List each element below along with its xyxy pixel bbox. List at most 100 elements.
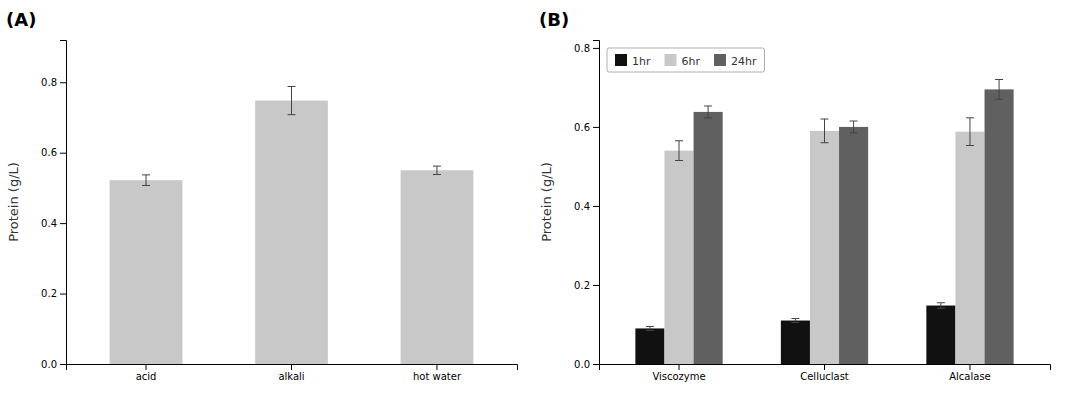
error-bar	[142, 175, 150, 186]
axis-line	[60, 41, 67, 365]
tick-label: 0.4	[574, 201, 590, 212]
tick: alkali	[278, 364, 304, 382]
tick: acid	[136, 364, 157, 382]
figure: 0.0 0.2 0.4 0.6 0.8 acid alkali hot water Protei…	[0, 0, 1066, 396]
tick: 0.0	[41, 359, 66, 370]
tick-mark	[146, 364, 147, 370]
tick-label: hot water	[413, 371, 462, 382]
tick-mark	[593, 285, 599, 286]
y-axis: 0.0 0.2 0.4 0.6 0.8	[574, 41, 599, 370]
tick-mark	[60, 294, 66, 295]
legend-swatch	[665, 54, 677, 66]
error-bar	[821, 119, 829, 143]
bar	[985, 89, 1014, 364]
tick: Alcalase	[949, 364, 991, 382]
tick-label: Viscozyme	[652, 371, 705, 382]
tick-mark	[60, 153, 66, 154]
tick-label: 0.4	[41, 218, 57, 229]
tick-label: 0.6	[574, 122, 590, 133]
legend-label: 1hr	[632, 55, 651, 68]
tick: Celluclast	[800, 364, 849, 382]
tick-mark	[291, 364, 292, 370]
bar	[955, 132, 984, 364]
tick-mark	[593, 48, 599, 49]
tick-label: Alcalase	[949, 371, 991, 382]
legend-box	[607, 48, 765, 72]
tick-label: 0.2	[41, 288, 57, 299]
tick: 0.4	[574, 201, 599, 212]
panel-label: (A)	[6, 9, 36, 30]
tick: 0.2	[41, 288, 66, 299]
bar	[255, 101, 328, 364]
error-bar	[675, 141, 683, 161]
x-axis: acid alkali hot water	[67, 364, 518, 382]
y-axis-label: Protein (g/L)	[539, 162, 554, 242]
tick: Viscozyme	[652, 364, 705, 382]
tick: 0.6	[41, 147, 66, 158]
bar	[635, 328, 664, 364]
tick-mark	[593, 127, 599, 128]
y-axis-label: Protein (g/L)	[6, 162, 21, 242]
tick-mark	[60, 364, 66, 365]
bar	[810, 131, 839, 364]
tick-mark	[60, 82, 66, 83]
legend-item: 6hr	[665, 54, 701, 68]
tick-mark	[60, 223, 66, 224]
tick: 0.8	[574, 43, 599, 54]
tick-label: 0.8	[574, 43, 590, 54]
tick-label: 0.0	[574, 359, 590, 370]
plot-area	[110, 86, 474, 364]
bar	[781, 321, 810, 364]
plot-area	[635, 80, 1013, 364]
tick-mark	[679, 364, 680, 370]
tick: 0.2	[574, 280, 599, 291]
tick-label: 0.8	[41, 77, 57, 88]
tick-label: 0.0	[41, 359, 57, 370]
tick-mark	[824, 364, 825, 370]
error-bar	[966, 118, 974, 146]
legend-item: 24hr	[714, 54, 757, 68]
bar	[839, 127, 868, 364]
axis-line	[593, 41, 600, 365]
legend-swatch	[615, 54, 627, 66]
tick: 0.0	[574, 359, 599, 370]
bar	[694, 112, 723, 364]
y-axis: 0.0 0.2 0.4 0.6 0.8	[41, 41, 66, 370]
tick: hot water	[413, 364, 462, 382]
error-bar	[288, 86, 296, 114]
error-bar	[850, 121, 858, 133]
axis-line	[67, 365, 518, 371]
legend-swatch	[714, 54, 726, 66]
error-bar	[433, 166, 441, 174]
error-bar	[995, 80, 1003, 100]
bar	[401, 170, 474, 364]
error-bar	[646, 326, 654, 330]
error-bar	[937, 303, 945, 309]
tick-label: alkali	[278, 371, 304, 382]
tick-mark	[969, 364, 970, 370]
tick-label: 0.6	[41, 147, 57, 158]
tick: 0.4	[41, 218, 66, 229]
tick-label: acid	[136, 371, 157, 382]
tick-mark	[593, 206, 599, 207]
tick-label: Celluclast	[800, 371, 849, 382]
panel: 0.0 0.2 0.4 0.6 0.8 acid alkali hot water Protei…	[6, 9, 518, 382]
error-bar	[704, 106, 712, 118]
bar	[926, 306, 955, 364]
tick-mark	[436, 364, 437, 370]
axis-line	[600, 365, 1051, 371]
legend-item: 1hr	[615, 54, 651, 68]
bar	[110, 180, 183, 364]
legend-label: 24hr	[731, 55, 757, 68]
legend-label: 6hr	[682, 55, 701, 68]
bar	[664, 151, 693, 364]
legend: 1hr 6hr 24hr	[607, 48, 765, 72]
panel: 0.0 0.2 0.4 0.6 0.8 Viscozyme Celluclast Alcala…	[539, 9, 1051, 382]
x-axis: Viscozyme Celluclast Alcalase	[600, 364, 1051, 382]
tick: 0.8	[41, 77, 66, 88]
tick-label: 0.2	[574, 280, 590, 291]
tick: 0.6	[574, 122, 599, 133]
tick-mark	[593, 364, 599, 365]
error-bar	[791, 319, 799, 323]
panel-label: (B)	[539, 9, 569, 30]
